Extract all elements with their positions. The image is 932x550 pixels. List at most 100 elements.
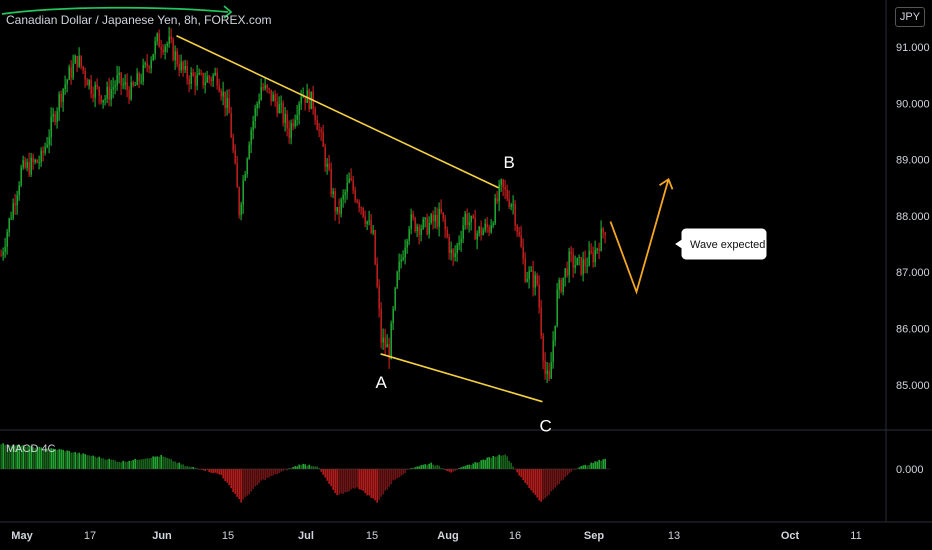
candle xyxy=(464,210,466,230)
candle xyxy=(136,68,138,86)
candle xyxy=(180,54,182,74)
macd-bar xyxy=(540,469,542,502)
macd-bar xyxy=(410,468,412,469)
candle xyxy=(530,266,532,272)
macd-bar xyxy=(130,460,132,469)
macd-bar xyxy=(324,469,326,478)
candle xyxy=(270,89,272,106)
candle xyxy=(292,118,294,131)
macd-bar xyxy=(86,455,88,469)
macd-bar xyxy=(482,459,484,469)
macd-bar xyxy=(360,469,362,490)
macd-bar xyxy=(118,461,120,469)
macd-bar xyxy=(160,455,162,469)
macd-bar xyxy=(426,464,428,469)
candle xyxy=(516,224,518,237)
candle xyxy=(346,174,348,200)
candle xyxy=(500,178,502,192)
callout-bubble[interactable] xyxy=(675,228,767,260)
macd-bar xyxy=(218,469,220,475)
projection-path[interactable] xyxy=(609,179,670,295)
macd-bar xyxy=(378,469,380,500)
macd-bar xyxy=(462,466,464,469)
macd-bar xyxy=(12,444,14,469)
candle xyxy=(102,99,104,109)
candle xyxy=(594,240,596,267)
upper-trendline[interactable] xyxy=(176,35,499,189)
candle xyxy=(4,237,6,258)
candle xyxy=(388,337,390,369)
macd-bar xyxy=(0,444,2,469)
candle xyxy=(104,95,106,106)
candle xyxy=(548,362,550,382)
candle xyxy=(540,299,542,340)
time-axis[interactable]: May 17 Jun 15 Jul 15 Aug 16 Sep 13 Oct 11 xyxy=(11,530,861,542)
macd-bar xyxy=(316,466,318,469)
macd-bar xyxy=(20,445,22,469)
candle xyxy=(208,74,210,84)
currency-badge[interactable]: JPY xyxy=(895,7,925,27)
candle xyxy=(532,261,534,297)
macd-bar xyxy=(46,448,48,469)
macd-bar xyxy=(476,462,478,469)
macd-bar xyxy=(106,459,108,469)
macd-bar xyxy=(278,469,280,473)
macd-bar xyxy=(332,469,334,490)
candle xyxy=(218,78,220,93)
macd-bar xyxy=(116,461,118,469)
candle xyxy=(576,257,578,266)
macd-bar xyxy=(348,469,350,492)
candle xyxy=(268,87,270,94)
candle xyxy=(246,157,248,178)
candle xyxy=(362,207,364,219)
macd-bar xyxy=(506,456,508,469)
candle xyxy=(204,72,206,94)
macd-bar xyxy=(380,469,382,497)
price-axis[interactable]: 91.000 90.000 89.000 88.000 87.000 86.000 85.0… xyxy=(896,42,930,476)
macd-bar xyxy=(162,456,164,469)
macd-bar xyxy=(214,469,216,473)
time-tick: 15 xyxy=(222,530,234,542)
candle xyxy=(524,252,526,283)
candle xyxy=(420,224,422,242)
macd-bar xyxy=(256,469,258,485)
candle xyxy=(384,328,386,355)
candle xyxy=(226,89,228,116)
macd-bar xyxy=(134,458,136,469)
macd-bar xyxy=(554,469,556,488)
macd-bar xyxy=(450,469,452,473)
candle xyxy=(308,88,310,113)
candle xyxy=(584,250,586,274)
candle xyxy=(364,210,366,228)
candle xyxy=(376,257,378,289)
candle xyxy=(176,47,178,68)
macd-bar xyxy=(374,469,376,501)
time-tick: 13 xyxy=(668,530,680,542)
candle xyxy=(406,238,408,254)
candle xyxy=(598,242,600,260)
candle xyxy=(82,65,84,75)
macd-bar xyxy=(262,469,264,480)
macd-bar xyxy=(362,469,364,491)
lower-trendline[interactable] xyxy=(380,353,543,403)
macd-bar xyxy=(566,469,568,476)
macd-bar xyxy=(170,459,172,469)
macd-bar xyxy=(226,469,228,483)
macd-bar xyxy=(598,459,600,469)
candle xyxy=(456,242,458,262)
macd-bar xyxy=(552,469,554,490)
macd-bar xyxy=(56,449,58,469)
macd-bar xyxy=(518,469,520,476)
macd-bar xyxy=(142,459,144,469)
macd-bar xyxy=(480,460,482,469)
macd-bar xyxy=(216,469,218,474)
candle xyxy=(142,58,144,86)
macd-bar xyxy=(398,469,400,478)
macd-bar xyxy=(390,469,392,485)
candle xyxy=(28,152,30,178)
candle xyxy=(46,136,48,149)
macd-bar xyxy=(432,464,434,469)
candle xyxy=(42,146,44,162)
macd-bar xyxy=(188,466,190,469)
candle xyxy=(582,251,584,282)
